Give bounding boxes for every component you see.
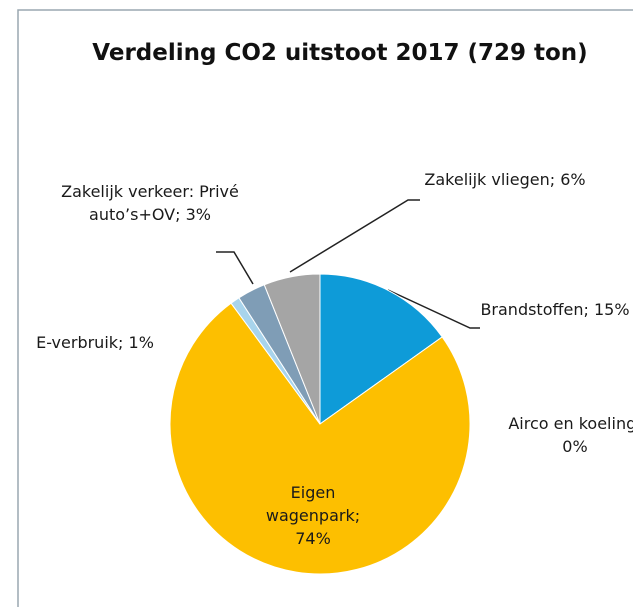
slice-label: E-verbruik; 1% [20,331,170,354]
leader-line [387,289,480,329]
leader-line [216,251,254,285]
slice-value: 1% [128,333,154,352]
slice-label: Eigen wagenpark; 74% [258,481,368,550]
slice-category: Airco en koeling; [508,414,633,433]
slice-label: Airco en koeling; 0% [505,412,633,458]
slice-category: Brandstoffen; [480,300,589,319]
leader-line [289,199,420,273]
slice-label: Brandstoffen; 15% [480,298,630,321]
slice-value: 0% [562,437,588,456]
pie-slice [263,273,321,425]
slice-value: 15% [593,300,630,319]
slice-value: 74% [295,529,331,548]
chart-title: Verdeling CO2 uitstoot 2017 (729 ton) [92,40,588,66]
slice-category: Zakelijk vliegen; [424,170,556,189]
frame [17,9,633,607]
slice-label: Zakelijk vliegen; 6% [420,168,590,191]
pie-slice [169,302,471,575]
slice-label: Zakelijk verkeer: Privé auto’s+OV; 3% [40,180,260,226]
pie-slice [319,273,443,425]
slice-category: Zakelijk verkeer: Privé auto’s+OV; [61,182,239,224]
slice-value: 6% [560,170,586,189]
slice-value: 3% [185,205,211,224]
slice-category: Eigen wagenpark; [265,483,361,525]
slice-category: E-verbruik; [36,333,124,352]
